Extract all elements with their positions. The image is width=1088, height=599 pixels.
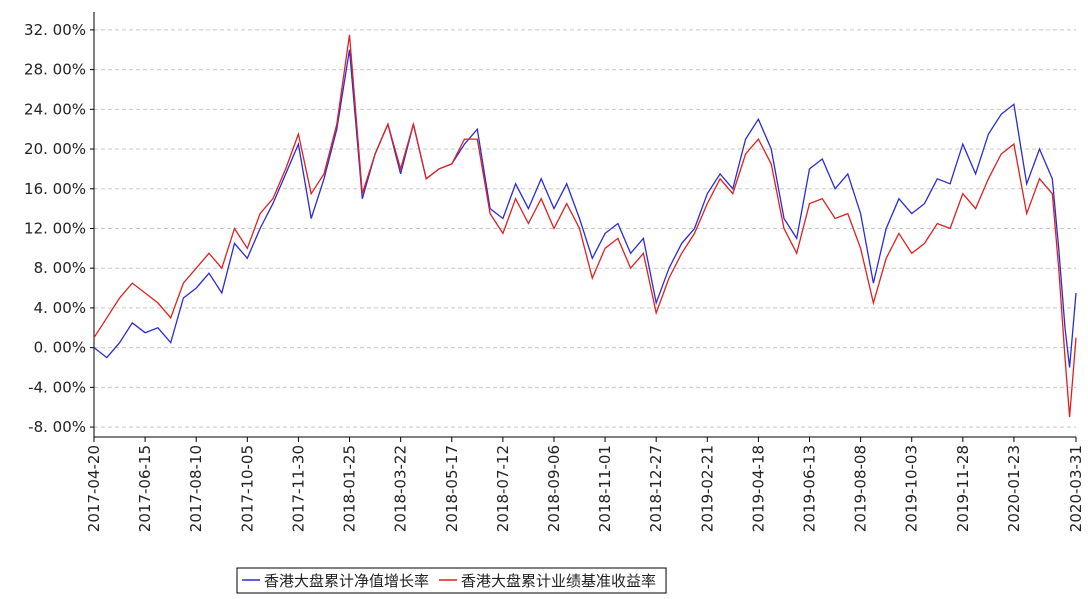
x-tick-label: 2020-03-31: [1067, 445, 1085, 532]
legend: 香港大盘累计净值增长率 香港大盘累计业绩基准收益率: [236, 567, 667, 594]
y-tick-label: 16. 00%: [24, 180, 86, 198]
data-line: [93, 49, 1077, 368]
x-tick-label: 2017-06-15: [136, 445, 154, 532]
y-tick-label: -4. 00%: [28, 378, 86, 396]
legend-label: 香港大盘累计业绩基准收益率: [461, 572, 656, 590]
x-tick-label: 2019-06-13: [801, 445, 819, 532]
x-tick-label: 2019-11-28: [954, 445, 972, 532]
y-tick-label: 32. 00%: [24, 21, 86, 39]
x-tick-label: 2018-01-25: [341, 445, 359, 532]
x-tick-label: 2017-08-10: [187, 445, 205, 532]
x-tick-label: 2018-11-01: [596, 445, 614, 532]
x-tick-label: 2018-09-06: [545, 445, 563, 532]
x-tick-label: 2018-05-17: [443, 445, 461, 532]
y-tick-label: 24. 00%: [24, 100, 86, 118]
x-tick-label: 2019-04-18: [749, 445, 767, 532]
x-tick-label: 2018-07-12: [494, 445, 512, 532]
x-tick-label: 2017-11-30: [289, 445, 307, 532]
data-line: [93, 34, 1077, 418]
y-tick-label: 20. 00%: [24, 140, 86, 158]
x-tick-label: 2017-10-05: [238, 445, 256, 532]
legend-label: 香港大盘累计净值增长率: [264, 572, 429, 590]
x-tick-label: 2020-01-23: [1005, 445, 1023, 532]
y-tick-label: 12. 00%: [24, 219, 86, 237]
y-tick-label: 8. 00%: [34, 259, 86, 277]
y-tick-label: 0. 00%: [34, 339, 86, 357]
y-tick-label: 28. 00%: [24, 61, 86, 79]
x-tick-label: 2018-12-27: [647, 445, 665, 532]
x-tick-label: 2017-04-20: [85, 445, 103, 532]
x-tick-label: 2018-03-22: [392, 445, 410, 532]
y-tick-label: 4. 00%: [34, 299, 86, 317]
x-tick-label: 2019-08-08: [852, 445, 870, 532]
y-tick-label: -8. 00%: [28, 418, 86, 436]
x-tick-label: 2019-10-03: [903, 445, 921, 532]
x-tick-label: 2019-02-21: [698, 445, 716, 532]
